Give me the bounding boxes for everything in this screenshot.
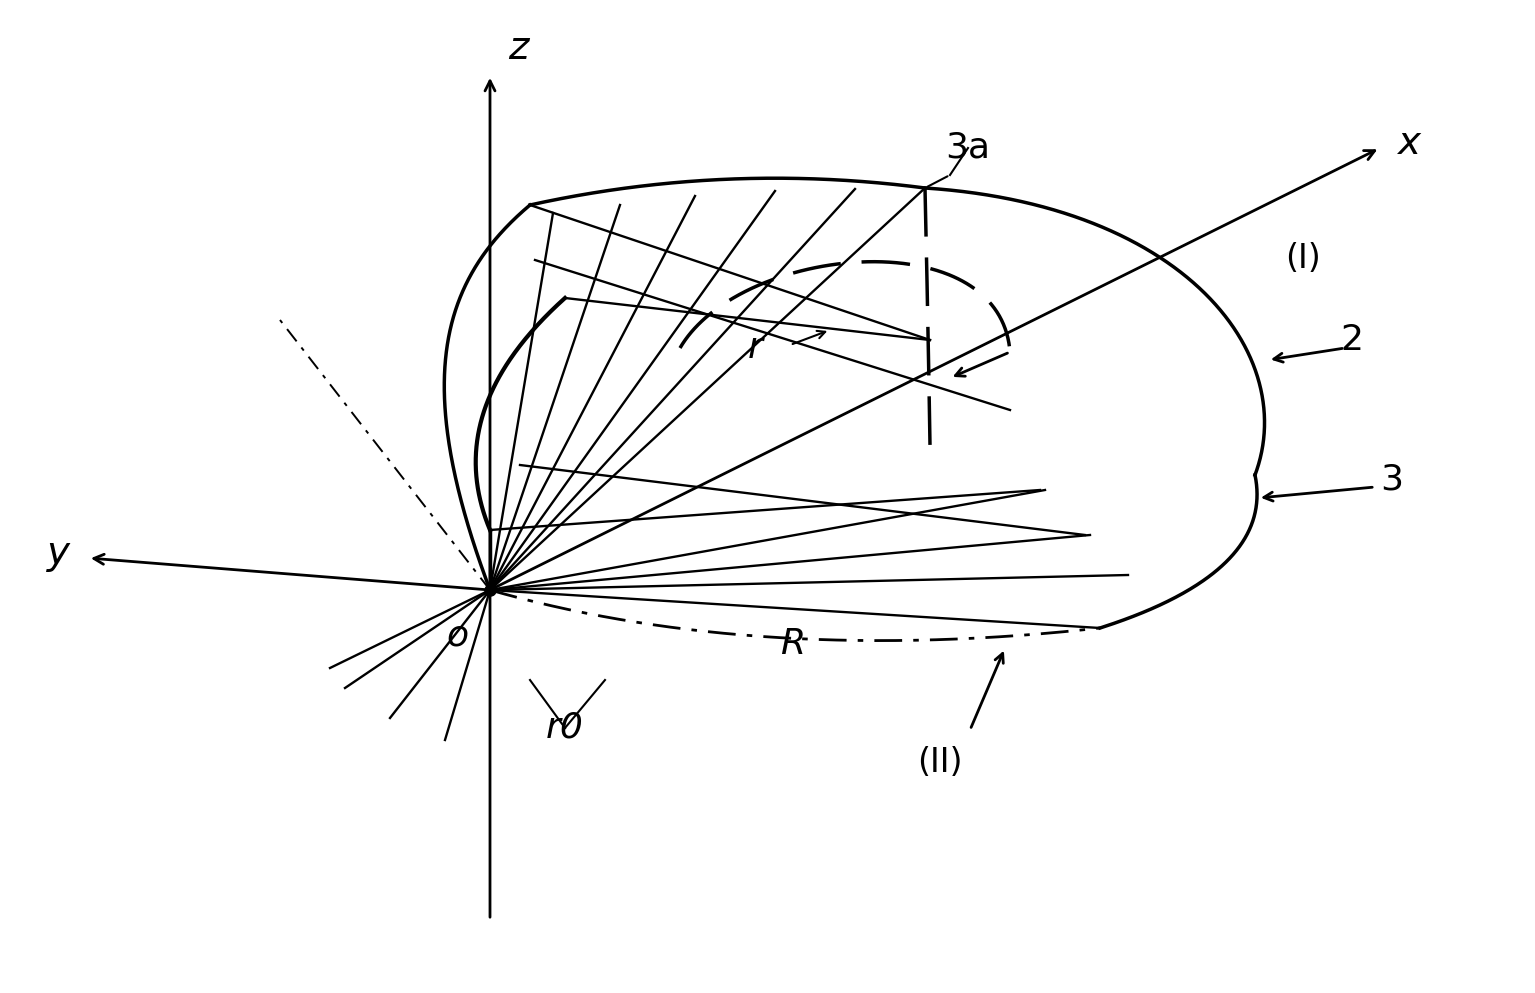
- Text: 3a: 3a: [946, 131, 990, 165]
- Text: y: y: [48, 534, 71, 572]
- Text: r: r: [748, 331, 763, 365]
- Text: 2: 2: [1340, 323, 1363, 357]
- Text: r0: r0: [546, 711, 583, 745]
- Text: o: o: [445, 618, 468, 652]
- Text: R: R: [780, 627, 806, 661]
- Text: 3: 3: [1380, 463, 1403, 497]
- Text: z: z: [508, 29, 528, 67]
- Text: (II): (II): [918, 746, 962, 779]
- Text: x: x: [1398, 124, 1421, 162]
- Text: (I): (I): [1285, 241, 1320, 274]
